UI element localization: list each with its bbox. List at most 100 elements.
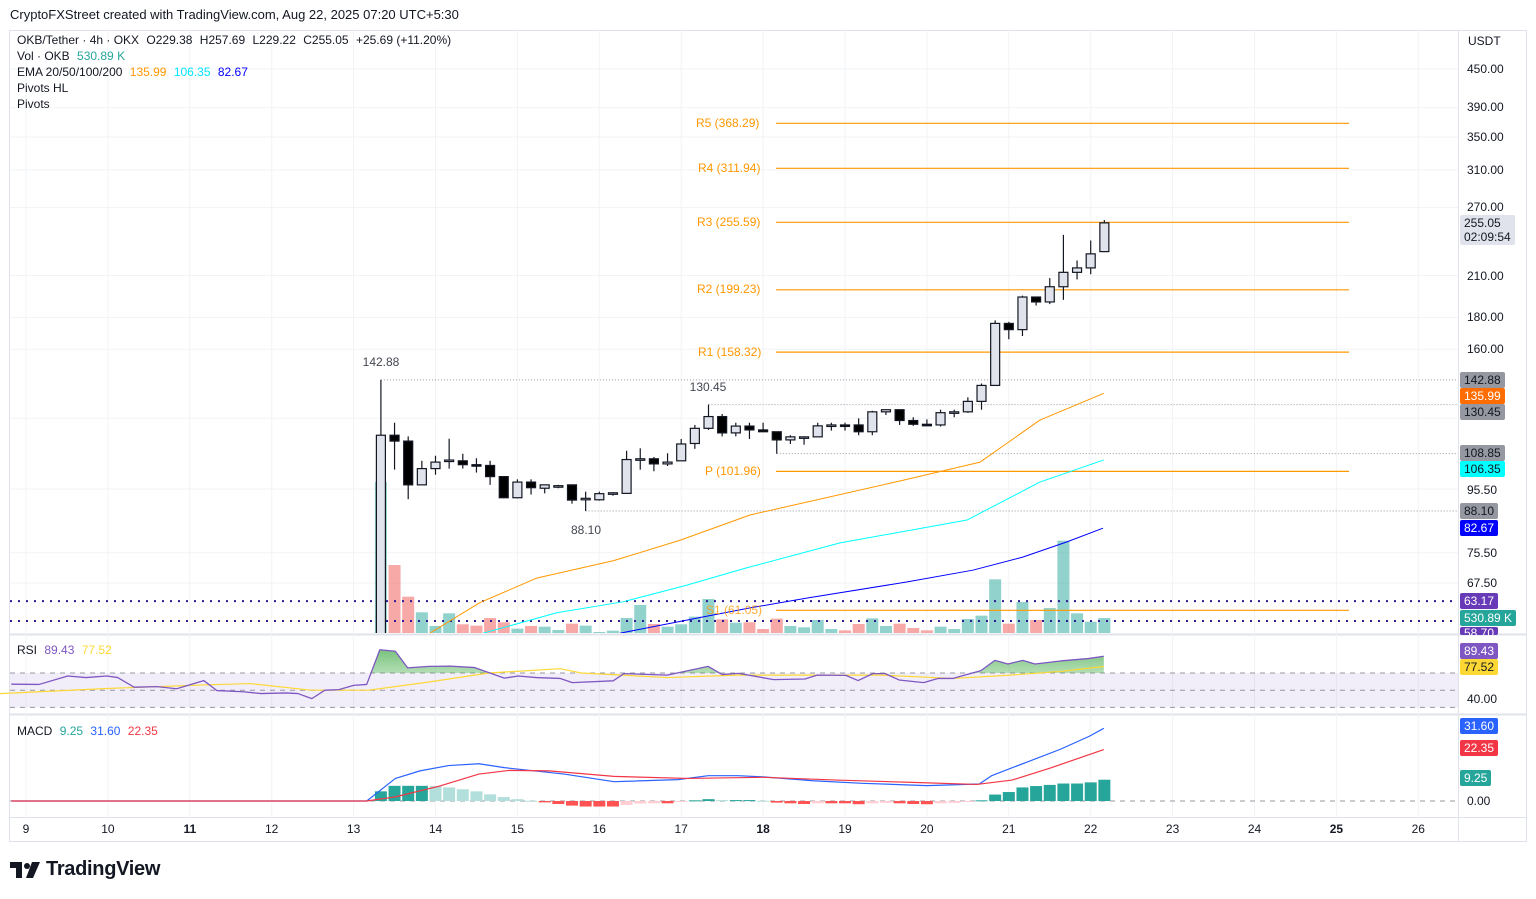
price-tick: 210.00 bbox=[1467, 269, 1504, 283]
candle-up bbox=[416, 460, 427, 486]
legend-ema-row[interactable]: EMA 20/50/100/200 135.99 106.35 82.67 bbox=[17, 64, 455, 80]
candle-body bbox=[812, 425, 823, 438]
macd-legend[interactable]: MACD 9.25 31.60 22.35 bbox=[17, 723, 162, 739]
candle-body bbox=[798, 436, 810, 439]
rsi-ma-badge: 77.52 bbox=[1460, 659, 1499, 675]
macd-hist-bar bbox=[688, 800, 701, 802]
macd-hist-bar bbox=[757, 800, 770, 802]
tradingview-logo[interactable]: TradingView bbox=[10, 858, 160, 881]
candle-up bbox=[949, 409, 960, 418]
macd-hist-bar bbox=[907, 801, 920, 804]
pivot-label-r2: R2 (199.23) bbox=[697, 282, 761, 296]
legend-volume-row[interactable]: Vol · OKB 530.89 K bbox=[17, 48, 455, 64]
brand-name: TradingView bbox=[46, 858, 161, 880]
volume-bar bbox=[975, 615, 988, 633]
macd-hist-bar bbox=[552, 801, 565, 804]
candle-up bbox=[1044, 278, 1055, 305]
candle-body bbox=[498, 476, 509, 499]
legend-ema100: 82.67 bbox=[217, 65, 248, 79]
pivot-label-r4: R4 (311.94) bbox=[698, 161, 761, 175]
legend-symbol: OKB/Tether · 4h · OKX bbox=[17, 33, 140, 47]
legend-change: +25.69 (+11.20%) bbox=[355, 33, 452, 47]
candle-down bbox=[744, 422, 755, 439]
macd-hist-bar bbox=[961, 801, 974, 802]
macd-hist-bar bbox=[879, 801, 892, 803]
volume-bar bbox=[934, 626, 947, 633]
candle-body bbox=[1085, 253, 1096, 269]
volume-bar bbox=[893, 623, 906, 633]
currency-label[interactable]: USDT bbox=[1468, 34, 1501, 48]
candle-body bbox=[771, 431, 782, 441]
legend-symbol-row[interactable]: OKB/Tether · 4h · OKX O229.38 H257.69 L2… bbox=[17, 32, 455, 48]
macd-pane bbox=[10, 727, 1458, 807]
low-badge: 88.10 bbox=[1460, 503, 1499, 519]
macd-hist-bar bbox=[470, 791, 483, 801]
volume-bar bbox=[511, 628, 524, 633]
macd-hist-bar bbox=[784, 801, 797, 804]
candle-down bbox=[403, 436, 414, 500]
candle-up bbox=[730, 422, 741, 437]
signal-line bbox=[11, 749, 1104, 802]
macd-hist-bar bbox=[798, 801, 811, 804]
candle-body bbox=[689, 427, 700, 445]
macd-hist-bar bbox=[1030, 786, 1043, 801]
pivot-high-badge: 130.45 bbox=[1460, 404, 1505, 420]
last-price: 255.05 bbox=[1464, 216, 1501, 230]
candle-body bbox=[553, 485, 564, 488]
price-tick: 450.00 bbox=[1467, 62, 1504, 76]
candle-body bbox=[717, 415, 728, 434]
legend-pivots-hl[interactable]: Pivots HL bbox=[17, 81, 69, 95]
volume-bar bbox=[879, 625, 892, 633]
rsi-legend[interactable]: RSI 89.43 77.52 bbox=[17, 642, 116, 658]
ema50-line bbox=[482, 459, 1104, 633]
volume-bar bbox=[470, 625, 483, 633]
candle-body bbox=[826, 424, 837, 428]
macd-badge: 31.60 bbox=[1460, 718, 1499, 734]
macd-hist-bar bbox=[415, 785, 428, 801]
macd-hist-bar bbox=[538, 801, 551, 803]
candle-up bbox=[621, 450, 632, 494]
candle-down bbox=[566, 484, 578, 504]
ema100-line bbox=[619, 527, 1104, 633]
candle-down bbox=[648, 457, 660, 472]
macd-hist-bar bbox=[893, 801, 906, 804]
candle-up bbox=[689, 424, 700, 449]
signal-value: 22.35 bbox=[127, 724, 158, 738]
macd-hist-bar bbox=[647, 801, 660, 804]
time-axis-label: 9 bbox=[22, 822, 30, 836]
volume-bar bbox=[593, 632, 606, 633]
candle-body bbox=[566, 484, 578, 501]
candle-body bbox=[430, 461, 441, 470]
volume-bar bbox=[443, 613, 456, 633]
candle-body bbox=[635, 458, 646, 461]
macd-tick: 0.00 bbox=[1467, 794, 1491, 808]
macd-hist-bar bbox=[716, 800, 729, 802]
legend-high: H257.69 bbox=[199, 33, 246, 47]
candle-body bbox=[880, 409, 892, 413]
volume-bar bbox=[552, 630, 565, 633]
candle-body bbox=[1044, 286, 1055, 303]
candle-up bbox=[1099, 220, 1110, 253]
candle-down bbox=[839, 422, 851, 431]
volume-bar bbox=[948, 629, 961, 633]
bar-countdown: 02:09:54 bbox=[1464, 230, 1511, 244]
candle-down bbox=[525, 479, 537, 495]
legend-pivots[interactable]: Pivots bbox=[17, 97, 50, 111]
macd-hist-value: 9.25 bbox=[59, 724, 84, 738]
candle-body bbox=[839, 424, 851, 428]
pivot-label-s1: S1 (61.05) bbox=[706, 603, 763, 617]
candle-down bbox=[1031, 296, 1042, 306]
volume-bar bbox=[784, 625, 797, 633]
time-axis-label: 23 bbox=[1165, 822, 1180, 836]
legend-vol-label: Vol · OKB bbox=[17, 49, 70, 63]
candle-body bbox=[785, 436, 796, 441]
macd-hist-badge: 9.25 bbox=[1460, 770, 1492, 786]
ema20-line bbox=[429, 392, 1104, 633]
volume-bar bbox=[647, 623, 660, 633]
candle-up bbox=[607, 492, 619, 496]
candle-body bbox=[416, 467, 427, 486]
macd-hist-bar bbox=[1016, 787, 1029, 801]
time-axis-label: 12 bbox=[265, 822, 279, 836]
price-pane bbox=[10, 122, 1458, 633]
